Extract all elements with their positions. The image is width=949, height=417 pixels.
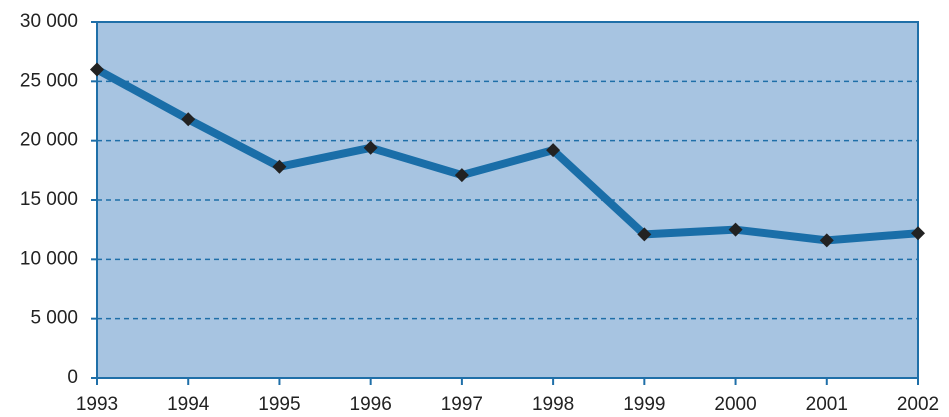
data-point [728, 222, 743, 237]
data-point [90, 62, 104, 77]
plot-border [96, 21, 919, 379]
x-tick-label: 2002 [897, 394, 939, 415]
y-tick-label: 30 000 [20, 11, 78, 32]
data-line [95, 65, 919, 245]
data-point [911, 226, 925, 241]
data-point [272, 159, 287, 174]
y-tick-label: 0 [67, 367, 78, 388]
data-point [819, 233, 834, 248]
data-point [637, 227, 652, 242]
y-tick-label: 15 000 [20, 189, 78, 210]
y-tick-label: 5 000 [30, 308, 78, 329]
y-tick-label: 10 000 [20, 248, 78, 269]
x-tick-label: 1998 [532, 394, 574, 415]
data-point [454, 168, 469, 183]
x-tick-label: 2001 [806, 394, 848, 415]
x-tick-label: 1999 [623, 394, 665, 415]
data-point [363, 140, 378, 155]
data-point [181, 112, 196, 127]
x-tick-label: 1996 [350, 394, 392, 415]
x-tick-label: 1997 [441, 394, 483, 415]
y-tick-label: 25 000 [20, 70, 78, 91]
x-tick-label: 2000 [714, 394, 756, 415]
x-tick-label: 1995 [258, 394, 300, 415]
y-tick-label: 20 000 [20, 130, 78, 151]
data-point [546, 143, 561, 158]
x-tick-label: 1994 [167, 394, 210, 415]
x-tick-label: 1993 [76, 394, 118, 415]
